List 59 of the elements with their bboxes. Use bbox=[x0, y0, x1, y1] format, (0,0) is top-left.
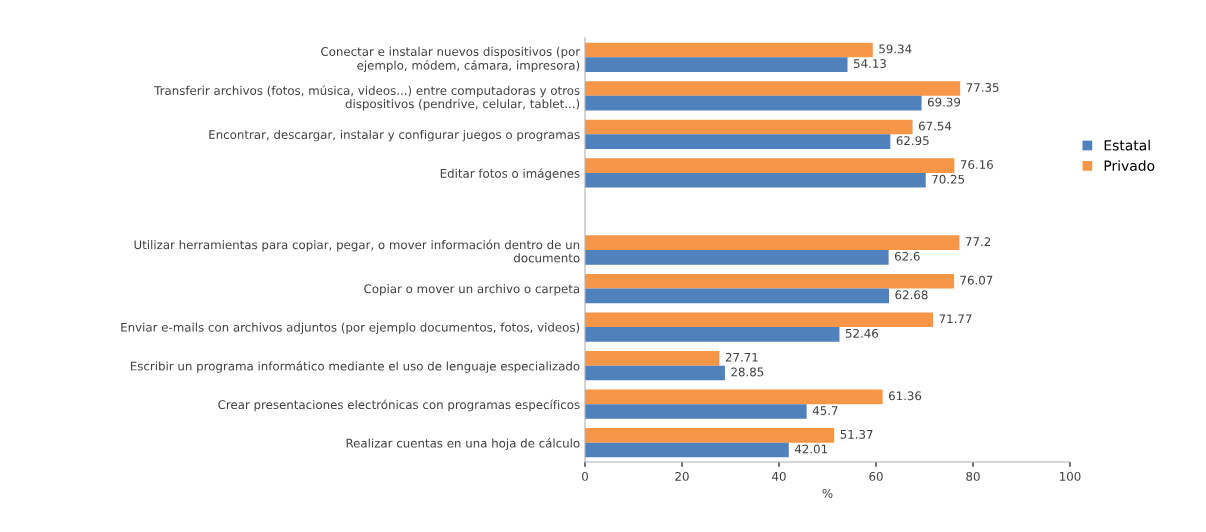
y-tick-label: Conectar e instalar nuevos dispositivos (por ejemplo, módem, cámara, impresora) bbox=[321, 46, 581, 73]
bar bbox=[585, 57, 848, 72]
x-tick-label: 80 bbox=[966, 471, 980, 481]
bar bbox=[585, 81, 961, 96]
bar bbox=[585, 404, 807, 419]
data-label: 27.71 bbox=[725, 352, 758, 362]
bar bbox=[585, 273, 954, 289]
bar bbox=[585, 42, 873, 58]
data-label: 70.25 bbox=[932, 174, 965, 184]
legend-label: Estatal bbox=[1104, 139, 1150, 151]
bar bbox=[585, 288, 889, 304]
data-label: 67.54 bbox=[918, 121, 952, 131]
data-label: 69.39 bbox=[927, 97, 961, 107]
y-tick-label: Crear presentaciones electrónicas con programas específicos bbox=[218, 399, 580, 412]
bar bbox=[585, 158, 955, 173]
bar bbox=[585, 350, 720, 366]
data-label: 62.95 bbox=[896, 136, 929, 146]
data-label: 51.37 bbox=[840, 429, 873, 439]
y-tick-label: Utilizar herramientas para copiar, pegar, o mover información dentro de un documento bbox=[134, 239, 580, 263]
x-axis-title: % bbox=[822, 488, 833, 498]
data-label: 62.6 bbox=[894, 251, 920, 261]
data-label: 76.07 bbox=[960, 275, 993, 285]
data-label: 52.46 bbox=[845, 328, 879, 338]
bar bbox=[585, 119, 913, 135]
data-label: 28.85 bbox=[731, 367, 764, 377]
y-tick-label: Copiar o mover un archivo o carpeta bbox=[364, 284, 580, 296]
bar bbox=[585, 327, 840, 342]
bar bbox=[585, 312, 934, 328]
y-tick-label: Encontrar, descargar, instalar y configurar juegos o programas bbox=[209, 129, 580, 142]
data-label: 45.7 bbox=[812, 406, 838, 415]
data-label: 59.34 bbox=[879, 44, 912, 54]
data-label: 76.16 bbox=[960, 160, 993, 170]
x-tick-label: 40 bbox=[772, 471, 786, 481]
legend-label: Privado bbox=[1104, 160, 1155, 171]
x-tick-label: 100 bbox=[1060, 471, 1081, 481]
data-label: 42.01 bbox=[794, 444, 828, 454]
data-label: 62.68 bbox=[895, 290, 928, 300]
bar bbox=[585, 95, 922, 111]
x-tick-label: 60 bbox=[869, 471, 883, 481]
bar bbox=[585, 172, 926, 188]
bar bbox=[585, 134, 891, 150]
y-tick-label: Editar fotos o imágenes bbox=[440, 168, 580, 181]
bar bbox=[585, 250, 889, 265]
data-label: 77.2 bbox=[965, 237, 991, 246]
bar bbox=[585, 389, 883, 405]
y-tick-label: Enviar e-mails con archivos adjuntos (por ejemplo documentos, fotos, videos) bbox=[121, 322, 580, 335]
y-tick-label: Realizar cuentas en una hoja de cálculo bbox=[346, 438, 580, 450]
bar bbox=[585, 365, 725, 381]
bar bbox=[585, 235, 960, 250]
bar bbox=[585, 428, 835, 443]
data-label: 71.77 bbox=[939, 314, 972, 324]
data-label: 61.36 bbox=[888, 391, 922, 401]
data-label: 77.35 bbox=[966, 82, 999, 92]
y-tick-label: Transferir archivos (fotos, música, videos...) entre computadoras y otros dispositivos (pendrive, celular, tablet...) bbox=[154, 85, 580, 111]
x-tick-label: 20 bbox=[675, 471, 689, 481]
x-tick-label: 0 bbox=[582, 471, 588, 481]
bar bbox=[585, 442, 789, 458]
data-label: 54.13 bbox=[854, 59, 886, 69]
y-tick-label: Escribir un programa informático mediante el uso de lenguaje especializado bbox=[130, 360, 580, 373]
